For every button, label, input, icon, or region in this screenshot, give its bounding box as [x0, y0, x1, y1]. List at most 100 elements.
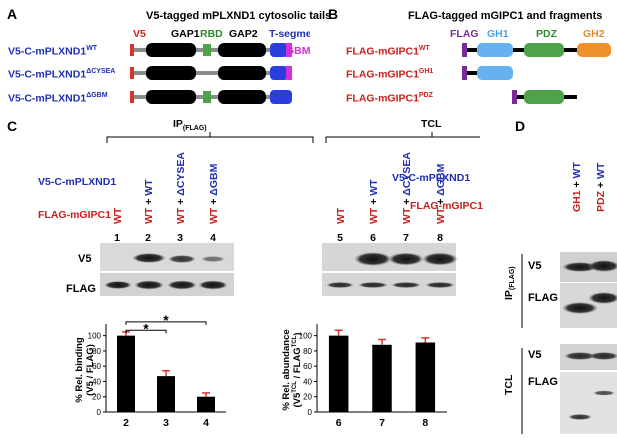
svg-text:% Rel. abundance: % Rel. abundance — [281, 329, 292, 410]
y-tick-label: 40 — [92, 377, 101, 386]
d-side-brackets — [521, 254, 523, 434]
domain-label-gh1: GH1 — [487, 28, 509, 40]
panel-c-brackets — [106, 132, 480, 143]
construct-label-dcysea: V5-C-mPLXND1ΔCYSEA — [8, 68, 116, 81]
tcl-lane-label-3: WT + ΔCYSEA — [401, 152, 413, 224]
panel-c-lane-numbers: 1 2 3 4 5 6 7 8 — [114, 232, 443, 244]
domain-label-rbd: RBD — [200, 28, 223, 40]
y-axis-label: % Rel. abundance (V5TCL / FLAGTCL) — [281, 329, 303, 410]
ip-lane-label-2: WT + WT — [143, 179, 155, 224]
c-row-label-plxnd1: V5-C-mPLXND1 — [38, 176, 117, 188]
d-blot-label-tcl-flag: FLAG — [528, 376, 558, 388]
c-blot-label-flag: FLAG — [66, 283, 96, 295]
panel-b-title: FLAG-tagged mGIPC1 and fragments — [408, 10, 603, 22]
construct-label-dgbm: V5-C-mPLXND1ΔGBM — [8, 92, 108, 105]
c-band-tcl-flag-5 — [326, 282, 354, 288]
x-tick-label: 7 — [379, 417, 385, 429]
lane-number: 3 — [177, 232, 183, 244]
gipc-label-pdz: FLAG-mGIPC1PDZ — [346, 92, 433, 105]
tcl-lane-label-1: WT — [335, 207, 347, 224]
bar — [157, 376, 175, 412]
svg-text:WT + WT: WT + WT — [143, 179, 155, 224]
d-blot-label-tcl-v5: V5 — [528, 349, 542, 361]
domain-label-tseg: T-segment — [269, 28, 310, 40]
bar — [372, 344, 392, 412]
d-band-ip-flag-gh1 — [562, 302, 598, 314]
c-band-ip-v5-4 — [201, 256, 225, 262]
x-tick-label: 2 — [123, 417, 129, 429]
svg-text:(V5 / FLAG): (V5 / FLAG) — [85, 344, 96, 396]
d-band-tcl-flag-gh1 — [568, 414, 592, 420]
svg-text:WT: WT — [112, 207, 124, 224]
svg-text:WT + WT: WT + WT — [368, 179, 380, 224]
c-band-ip-flag-1 — [104, 281, 132, 289]
svg-text:WT + ΔGBM: WT + ΔGBM — [435, 163, 447, 224]
ip-header: IP(FLAG) — [173, 118, 207, 133]
y-tick-label: 20 — [92, 393, 101, 402]
construct-row-dcysea — [130, 66, 292, 80]
lane-number: 2 — [145, 232, 151, 244]
gipc-label-wt: FLAG-mGIPC1WT — [346, 45, 430, 58]
c-band-tcl-flag-8 — [425, 282, 455, 288]
panel-letter-a: A — [7, 6, 18, 22]
y-tick-label: 0 — [308, 408, 313, 417]
d-row-label-gipc1: FLAG-mGIPC1 — [410, 200, 483, 212]
c-band-tcl-v5-7 — [388, 252, 424, 266]
d-blot-label-ip-flag: FLAG — [528, 292, 558, 304]
d-col-labels: GH1 + WT PDZ + WT — [571, 162, 607, 212]
d-band-tcl-flag-pdz — [593, 390, 615, 396]
y-axis-label: % Rel. binding (V5 / FLAG) — [74, 337, 96, 403]
lane-number: 7 — [403, 232, 409, 244]
d-side-labels: IP(FLAG) TCL — [503, 266, 516, 395]
domain-label-flag: FLAG — [450, 28, 479, 40]
ip-lane-label-3: WT + ΔCYSEA — [175, 152, 187, 224]
domain-label-pdz: PDZ — [536, 28, 558, 40]
bar — [117, 335, 135, 412]
c-row-label-gipc1: FLAG-mGIPC1 — [38, 209, 111, 221]
x-tick-label: 8 — [422, 417, 428, 429]
c-band-tcl-flag-6 — [358, 282, 388, 288]
panel-b-diagram: FLAG GH1 PDZ GH2 — [450, 28, 611, 104]
lane-number: 5 — [337, 232, 343, 244]
tcl-header: TCL — [421, 118, 442, 130]
d-ip-label: IP(FLAG) — [503, 266, 516, 300]
sig-star: * — [143, 320, 149, 336]
bar — [328, 335, 349, 412]
y-tick-label: 40 — [303, 377, 312, 386]
tcl-lane-label-2: WT + WT — [368, 179, 380, 224]
svg-text:% Rel. binding: % Rel. binding — [74, 337, 85, 403]
d-col-label-1: GH1 + WT — [571, 162, 583, 212]
svg-text:WT + ΔGBM: WT + ΔGBM — [208, 163, 220, 224]
gipc-label-gh1: FLAG-mGIPC1GH1 — [346, 68, 434, 81]
svg-text:WT: WT — [335, 207, 347, 224]
panel-letter-d: D — [515, 118, 526, 134]
svg-text:(V5TCL / FLAGTCL): (V5TCL / FLAGTCL) — [292, 332, 303, 407]
c-band-ip-flag-3 — [167, 280, 197, 290]
bar — [197, 396, 215, 412]
lane-number: 4 — [210, 232, 216, 244]
c-band-ip-v5-2 — [132, 253, 166, 263]
panel-c-blots — [100, 243, 458, 296]
chart-rel-abundance: 0 20 40 60 80 100 6 7 8 % Rel. abundance (V5TCL / … — [281, 324, 447, 429]
x-tick-label: 4 — [203, 417, 209, 429]
y-tick-label: 60 — [303, 362, 312, 371]
c-band-tcl-v5-8 — [422, 252, 458, 266]
panel-a-title: V5-tagged mPLXND1 cytosolic tails — [146, 10, 332, 22]
domain-label-v5: V5 — [133, 28, 146, 40]
d-band-ip-v5-pdz — [588, 260, 617, 272]
lane-number: 6 — [370, 232, 376, 244]
sig-bracket-2-3 — [125, 329, 167, 334]
svg-text:WT + ΔCYSEA: WT + ΔCYSEA — [175, 152, 187, 224]
svg-text:GH1 + WT: GH1 + WT — [571, 162, 583, 212]
construct-row-dgbm — [130, 90, 292, 104]
panel-letter-b: B — [328, 6, 339, 22]
panel-letter-c: C — [7, 118, 18, 134]
domain-label-gap1: GAP1 — [171, 28, 200, 40]
construct-row-gipc-wt — [462, 43, 611, 57]
d-band-tcl-v5-gh1 — [564, 352, 596, 360]
d-row-label-plxnd1: V5-C-mPLXND1 — [392, 172, 471, 184]
x-tick-label: 6 — [336, 417, 342, 429]
ip-lane-label-1: WT — [112, 207, 124, 224]
lane-number: 8 — [437, 232, 443, 244]
d-col-label-2: PDZ + WT — [595, 162, 607, 212]
